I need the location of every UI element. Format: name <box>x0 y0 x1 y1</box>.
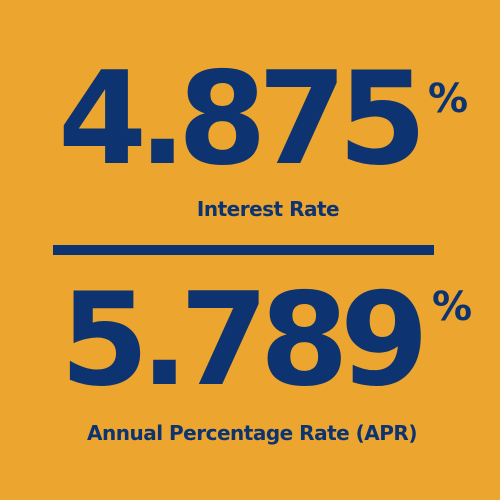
apr-value: 5.789 <box>60 266 429 415</box>
divider <box>53 245 434 255</box>
apr-label: Annual Percentage Rate (APR) <box>87 421 417 445</box>
apr-block: 5.789 % Annual Percentage Rate (APR) <box>0 252 500 452</box>
apr-percent-sign: % <box>432 284 473 330</box>
interest-rate-block: 4.875 % Interest Rate <box>0 0 500 220</box>
interest-rate-label: Interest Rate <box>196 197 340 221</box>
interest-rate-value: 4.875 <box>58 45 427 194</box>
interest-rate-percent-sign: % <box>428 76 469 122</box>
